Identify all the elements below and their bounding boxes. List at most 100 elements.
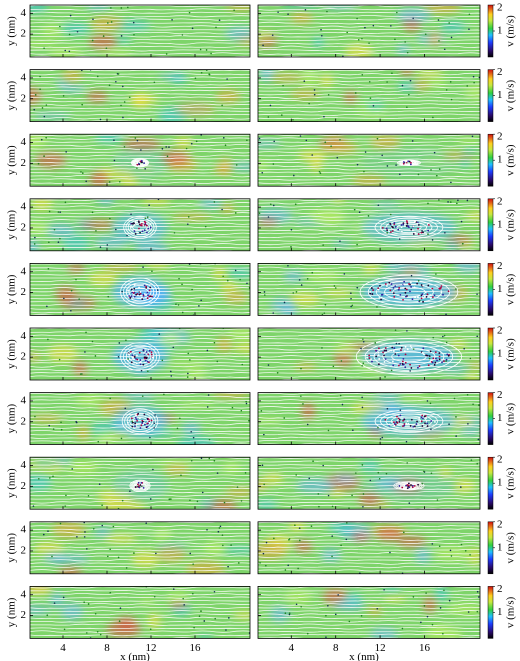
streamline bbox=[30, 328, 250, 331]
y-tick-label: 4 bbox=[21, 71, 27, 83]
streamline bbox=[258, 569, 480, 572]
tracer bbox=[435, 273, 437, 275]
tracer bbox=[127, 6, 129, 9]
streamline bbox=[30, 354, 250, 358]
streamline bbox=[30, 310, 250, 314]
tracer bbox=[260, 410, 263, 412]
tracer bbox=[115, 80, 117, 83]
tracer bbox=[381, 436, 384, 439]
tracer bbox=[412, 348, 415, 350]
tracer bbox=[449, 201, 452, 203]
vortex-dot bbox=[139, 359, 142, 361]
vortex-dot bbox=[411, 484, 414, 487]
tracer bbox=[122, 116, 124, 119]
tracer bbox=[327, 494, 330, 497]
vortex-dot bbox=[431, 287, 434, 290]
tracer bbox=[52, 475, 54, 478]
tracer bbox=[96, 630, 99, 633]
tracer bbox=[91, 39, 94, 42]
tracer bbox=[472, 403, 474, 406]
tracer bbox=[470, 459, 473, 461]
vortex-dot bbox=[388, 281, 391, 284]
tracer bbox=[369, 479, 372, 482]
vortex-dot bbox=[405, 288, 408, 291]
streamline bbox=[30, 212, 250, 215]
streamline bbox=[258, 412, 480, 416]
field-blob bbox=[467, 361, 480, 369]
tracer bbox=[378, 477, 381, 480]
streamline bbox=[258, 205, 480, 208]
tracer bbox=[354, 92, 357, 94]
tracer bbox=[430, 169, 432, 171]
tracer bbox=[386, 165, 389, 167]
field-blob bbox=[88, 34, 118, 50]
field bbox=[30, 457, 250, 510]
tracer bbox=[85, 331, 87, 334]
vortex-dot bbox=[136, 162, 139, 165]
y-axis-label: y (nm) bbox=[6, 16, 18, 46]
tracer bbox=[448, 599, 451, 602]
vortex-dot bbox=[431, 361, 434, 364]
tracer bbox=[141, 395, 144, 397]
streamline bbox=[30, 208, 250, 212]
vortex-dot bbox=[134, 416, 137, 419]
streamline bbox=[258, 215, 480, 218]
tracer bbox=[179, 417, 181, 420]
streamline bbox=[30, 103, 250, 106]
tracer bbox=[362, 340, 365, 343]
tracer bbox=[376, 306, 378, 308]
vortex-dot bbox=[133, 287, 136, 290]
tracer bbox=[240, 500, 243, 502]
vortex-ring bbox=[125, 347, 155, 367]
streamline bbox=[30, 552, 250, 555]
field-blob bbox=[290, 11, 313, 24]
colorbar-tick-label: 2 bbox=[497, 260, 503, 272]
vortex-dot bbox=[139, 231, 141, 234]
tracer bbox=[418, 299, 421, 302]
vortex-dot bbox=[384, 418, 387, 421]
tracer bbox=[327, 429, 330, 432]
tracer bbox=[438, 168, 441, 170]
tracer bbox=[336, 156, 339, 159]
field-blob bbox=[269, 73, 303, 82]
vortex-dot bbox=[136, 358, 139, 361]
tracer bbox=[477, 596, 480, 598]
tracer bbox=[185, 147, 188, 150]
streamline bbox=[30, 219, 250, 222]
vortex-dot bbox=[443, 360, 445, 363]
streamline bbox=[30, 331, 250, 334]
tracer bbox=[310, 525, 313, 527]
vortex-ring bbox=[380, 411, 438, 431]
vortex-dot bbox=[398, 418, 401, 421]
tracer bbox=[305, 139, 308, 142]
tracer bbox=[396, 11, 398, 14]
vortex-dot bbox=[143, 162, 146, 164]
vortex-dot bbox=[400, 349, 402, 352]
streamline bbox=[30, 610, 250, 613]
vortex-dot bbox=[420, 284, 423, 286]
tracer bbox=[287, 564, 290, 567]
streamline bbox=[258, 501, 480, 504]
tracer bbox=[311, 271, 314, 274]
vortex-dot bbox=[417, 296, 419, 298]
field-blob bbox=[58, 567, 83, 574]
y-axis-label: y (nm) bbox=[6, 210, 18, 240]
field-blob bbox=[262, 472, 284, 485]
vortex-dot bbox=[393, 222, 396, 224]
tracer bbox=[356, 286, 359, 289]
tracer bbox=[170, 498, 172, 500]
streamline bbox=[258, 559, 480, 562]
tracer bbox=[398, 342, 400, 345]
vortex-dot bbox=[131, 222, 134, 225]
tracer bbox=[91, 211, 94, 214]
tracer bbox=[224, 144, 227, 147]
tracer bbox=[208, 457, 211, 460]
streamline bbox=[30, 93, 250, 96]
streamline bbox=[258, 481, 480, 484]
tracer bbox=[261, 171, 264, 174]
streamline bbox=[258, 269, 480, 273]
tracer bbox=[302, 403, 304, 405]
vortex-dot bbox=[409, 290, 411, 293]
field bbox=[258, 5, 480, 57]
tracer bbox=[430, 428, 432, 431]
